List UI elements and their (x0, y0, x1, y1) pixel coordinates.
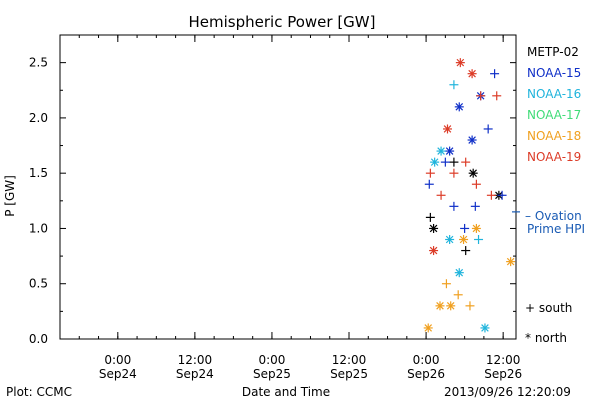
south-point (425, 212, 435, 222)
legend-entry: NOAA-19 (527, 150, 581, 164)
north-point (429, 246, 439, 256)
south-point (483, 124, 493, 134)
south-point (440, 157, 450, 167)
y-axis-label: P [GW] (3, 175, 17, 217)
north-point (445, 235, 455, 245)
y-tick-label: 0.0 (29, 332, 48, 346)
x-tick-date-label: Sep25 (253, 367, 291, 381)
y-tick-label: 1.5 (29, 166, 48, 180)
north-point (429, 223, 439, 233)
north-point (467, 135, 477, 145)
south-point (425, 168, 435, 178)
x-tick-date-label: Sep26 (484, 367, 522, 381)
south-point (497, 190, 507, 200)
south-point (470, 201, 480, 211)
x-tick-date-label: Sep24 (176, 367, 214, 381)
north-point (471, 223, 481, 233)
north-point (442, 124, 452, 134)
legend-entry: NOAA-15 (527, 66, 581, 80)
south-point (449, 201, 459, 211)
south-point (424, 179, 434, 189)
y-tick-label: 1.0 (29, 221, 48, 235)
symbol-legend: + south * north (525, 301, 572, 345)
north-point (430, 157, 440, 167)
north-point (459, 235, 469, 245)
south-point (460, 223, 470, 233)
south-point (465, 301, 475, 311)
north-point (480, 323, 490, 333)
x-tick-time-label: 0:00 (104, 353, 131, 367)
symbol-legend-entry: + south (525, 301, 572, 315)
annotation-line1: – Ovation (525, 209, 582, 223)
legend-entry: METP-02 (527, 45, 579, 59)
x-tick-date-label: Sep25 (330, 367, 368, 381)
south-point (474, 235, 484, 245)
x-tick-time-label: 12:00 (486, 353, 521, 367)
annotation-line2: Prime HPI (527, 222, 585, 236)
north-point (435, 301, 445, 311)
plot-frame (59, 34, 517, 340)
south-point (492, 91, 502, 101)
footer-right: 2013/09/26 12:20:09 (444, 385, 571, 399)
x-axis: 0:00Sep2412:00Sep240:00Sep2512:00Sep250:… (59, 35, 522, 381)
north-point (506, 257, 516, 267)
ovation-annotation: – Ovation Prime HPI (525, 209, 585, 236)
x-tick-time-label: 12:00 (332, 353, 367, 367)
south-point (461, 157, 471, 167)
x-tick-date-label: Sep24 (99, 367, 137, 381)
north-point (445, 146, 455, 156)
south-point (490, 69, 500, 79)
north-point (446, 301, 456, 311)
north-point (455, 58, 465, 68)
south-point (441, 279, 451, 289)
north-point (468, 168, 478, 178)
x-tick-time-label: 0:00 (413, 353, 440, 367)
x-tick-time-label: 0:00 (258, 353, 285, 367)
x-axis-label: Date and Time (242, 385, 330, 399)
chart-title: Hemispheric Power [GW] (189, 13, 376, 31)
north-point (454, 102, 464, 112)
south-point (486, 190, 496, 200)
north-point (436, 146, 446, 156)
north-point (423, 323, 433, 333)
y-axis: 0.0 0.5 1.0 1.5 2.0 2.5 (29, 56, 516, 346)
data-points (423, 58, 516, 333)
symbol-legend-entry: * north (525, 331, 567, 345)
legend-entry: NOAA-16 (527, 87, 581, 101)
x-tick-date-label: Sep26 (407, 367, 445, 381)
south-point (476, 91, 486, 101)
south-point (449, 80, 459, 90)
legend-entry: NOAA-17 (527, 108, 581, 122)
south-point (471, 179, 481, 189)
north-point (467, 69, 477, 79)
south-point (461, 246, 471, 256)
south-point (449, 168, 459, 178)
footer-left: Plot: CCMC (6, 385, 72, 399)
x-tick-time-label: 12:00 (178, 353, 213, 367)
legend-entry: NOAA-18 (527, 129, 581, 143)
y-tick-label: 2.0 (29, 111, 48, 125)
y-tick-label: 2.5 (29, 56, 48, 70)
y-tick-label: 0.5 (29, 277, 48, 291)
legend: METP-02 NOAA-15 NOAA-16 NOAA-17 NOAA-18 NOAA-… (512, 45, 581, 213)
south-point (449, 157, 459, 167)
south-point (436, 190, 446, 200)
south-point (453, 290, 463, 300)
north-point (454, 268, 464, 278)
